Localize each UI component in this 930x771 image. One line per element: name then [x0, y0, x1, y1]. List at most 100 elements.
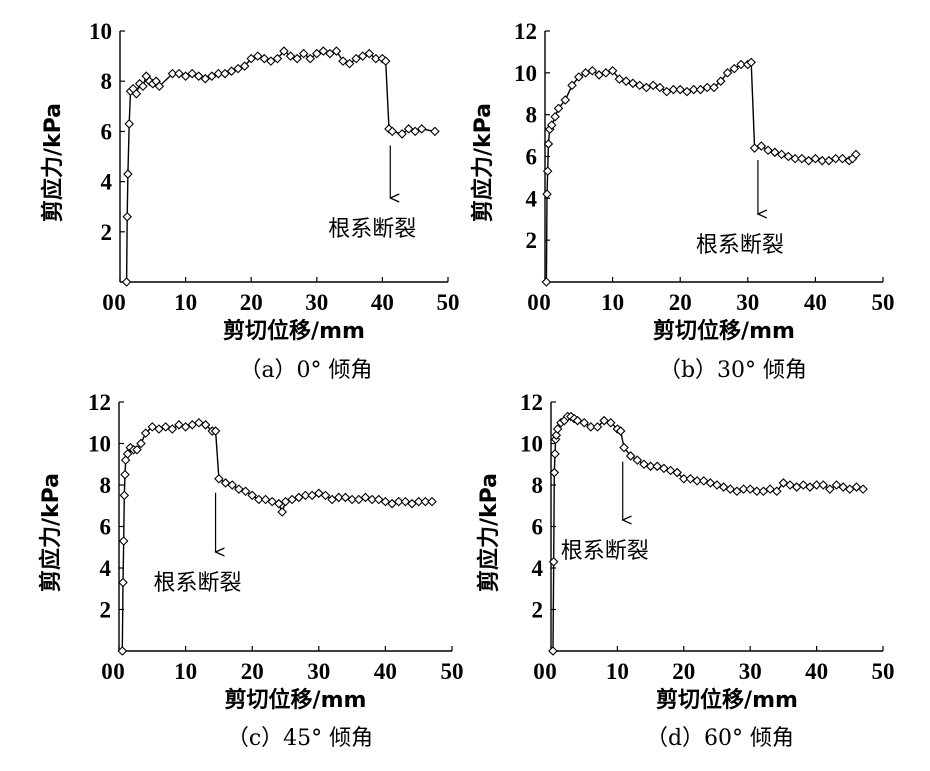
x-tick-label: 30	[305, 290, 328, 315]
data-point	[136, 438, 146, 449]
data-point	[709, 82, 719, 93]
x-axis-label: 剪切位移/mm	[223, 318, 365, 344]
y-axis-label: 剪应力/kPa	[40, 103, 66, 222]
data-point	[551, 430, 562, 440]
panel-d: 0 10 20 30 40 50 0 2 4 6 8 10 12 剪应力/kPa 剪切位移/mm （d）60°…	[476, 390, 895, 751]
origin-label: 0	[533, 659, 545, 684]
y-axis-label: 剪应力/kPa	[476, 473, 502, 592]
y-tick-label: 12	[520, 390, 543, 415]
data-point	[648, 80, 658, 91]
data-point	[824, 155, 834, 166]
data-point	[641, 82, 652, 93]
data-point	[811, 480, 822, 490]
data-point	[587, 65, 598, 76]
data-point	[325, 48, 335, 59]
y-tick-label: 6	[101, 119, 113, 144]
data-point	[387, 126, 398, 137]
data-point	[167, 424, 178, 434]
y-tick-label: 8	[526, 103, 538, 128]
data-point	[318, 46, 329, 56]
data-point	[543, 139, 554, 149]
x-tick-label: 50	[872, 659, 895, 684]
data-point	[776, 149, 787, 160]
data-point	[344, 58, 355, 69]
data-point	[320, 490, 331, 501]
data-point	[614, 74, 625, 84]
data-point	[645, 461, 656, 472]
panel-caption: （b）30° 倾角	[659, 358, 807, 383]
x-tick-label: 0	[113, 659, 125, 684]
data-point	[632, 455, 643, 465]
data-point	[541, 277, 552, 287]
x-tick-label: 40	[804, 290, 827, 315]
break-annotation: 根系断裂	[561, 539, 649, 564]
data-point	[239, 61, 250, 71]
y-tick-label: 6	[100, 515, 112, 540]
y-tick-label: 8	[100, 473, 112, 498]
data-point	[695, 84, 706, 95]
origin-label: 0	[102, 290, 114, 315]
data-point	[122, 449, 133, 459]
data-point	[692, 476, 702, 486]
x-tick-label: 40	[374, 659, 397, 684]
data-point	[548, 646, 558, 656]
data-point	[213, 68, 224, 79]
data-point	[579, 417, 589, 428]
data-point	[736, 59, 746, 70]
x-tick-label: 0	[114, 290, 126, 315]
y-tick-label: 8	[101, 69, 113, 94]
data-point	[357, 51, 368, 61]
data-point	[121, 277, 132, 287]
data-point	[818, 480, 829, 490]
series-line	[121, 422, 432, 652]
data-point	[550, 449, 560, 459]
data-point	[634, 80, 645, 91]
data-point	[655, 82, 665, 93]
x-axis-label: 剪切位移/mm	[225, 687, 367, 713]
data-point	[790, 153, 800, 164]
data-point	[668, 84, 679, 95]
data-point	[351, 53, 361, 64]
data-point	[305, 53, 316, 64]
data-point	[763, 145, 773, 156]
data-point	[830, 153, 841, 164]
data-point	[594, 70, 604, 80]
x-tick-label: 50	[441, 659, 464, 684]
x-tick-label: 30	[739, 659, 762, 684]
data-point	[210, 426, 221, 436]
x-tick-label: 40	[371, 290, 394, 315]
data-point	[118, 536, 129, 546]
data-point	[729, 63, 740, 74]
y-tick-label: 10	[89, 19, 112, 44]
y-tick-label: 10	[88, 432, 111, 457]
x-tick-label: 40	[805, 659, 828, 684]
data-point	[167, 68, 178, 79]
data-point	[770, 147, 780, 158]
data-point	[193, 71, 204, 81]
x-tick-label: 30	[307, 659, 330, 684]
data-point	[803, 155, 814, 166]
data-point	[592, 422, 603, 432]
data-point	[292, 53, 302, 64]
data-point	[628, 78, 638, 89]
data-point	[605, 417, 616, 428]
y-tick-label: 6	[532, 515, 544, 540]
data-point	[858, 484, 868, 494]
data-point	[746, 57, 756, 68]
data-point	[752, 486, 762, 497]
x-tick-label: 20	[240, 290, 263, 315]
data-point	[200, 420, 211, 430]
data-point	[682, 86, 692, 97]
x-tick-label: 10	[606, 659, 629, 684]
y-tick-label: 4	[101, 170, 113, 195]
x-axis-label: 剪切位移/mm	[656, 687, 798, 713]
data-point	[580, 68, 591, 78]
data-point	[817, 155, 827, 166]
break-annotation: 根系断裂	[696, 233, 784, 258]
data-point	[124, 119, 134, 129]
data-point	[420, 496, 431, 507]
data-point	[154, 81, 165, 91]
y-tick-label: 2	[100, 598, 112, 623]
data-point	[254, 494, 264, 505]
data-point	[119, 490, 130, 501]
